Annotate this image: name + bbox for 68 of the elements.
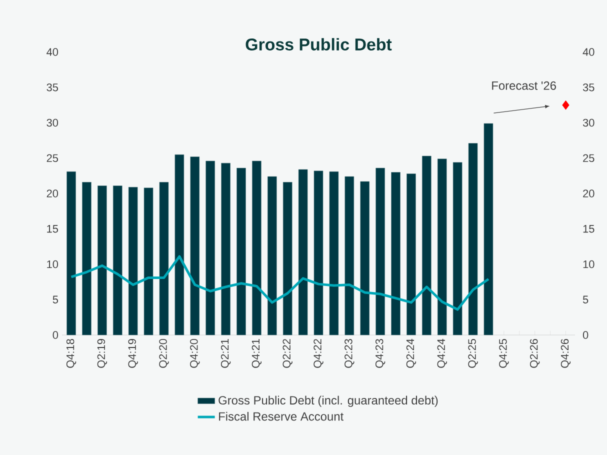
bar <box>159 182 169 336</box>
x-tick-label: Q2:20 <box>159 338 169 368</box>
y-tick-label: 30 <box>46 118 58 127</box>
x-tick-label: Q2:21 <box>220 339 231 368</box>
y-tick-label: 10 <box>47 260 58 268</box>
bar <box>360 181 370 336</box>
annotation: Forecast '26 <box>492 81 556 90</box>
x-tick-label: Q2:26 <box>530 339 540 368</box>
bar <box>437 158 447 336</box>
y-tick-label: 35 <box>46 84 58 92</box>
bar <box>282 182 292 336</box>
x-tick-label: Q4:23 <box>375 339 386 368</box>
bar <box>144 188 154 336</box>
bar <box>468 143 478 336</box>
bar <box>268 176 277 336</box>
bar <box>221 162 230 336</box>
bar <box>66 171 76 336</box>
y-tick-label: 5 <box>52 296 58 304</box>
y2-tick-label: 15 <box>583 225 594 233</box>
bar <box>376 168 385 336</box>
x-tick-label: Q2:25 <box>468 338 478 368</box>
bar <box>391 172 400 336</box>
bar <box>128 186 138 336</box>
x-tick-label: Q2:19 <box>97 339 108 368</box>
bar <box>252 160 262 336</box>
bar <box>206 160 215 336</box>
x-tick-label: Q4:20 <box>190 338 200 368</box>
x-tick-label: Q4:25 <box>499 338 509 368</box>
bar <box>236 168 246 336</box>
x-tick-label: Q4:21 <box>252 339 262 368</box>
bar <box>452 162 462 336</box>
legend-label: Fiscal Reserve Account <box>219 412 344 421</box>
bar <box>174 154 184 336</box>
x-tick-label: Q4:26 <box>560 339 571 368</box>
x-tick-label: Q4:24 <box>437 338 447 368</box>
y2-tick-label: 35 <box>582 84 594 92</box>
x-tick-label: Q4:19 <box>128 339 138 368</box>
bar <box>112 186 122 336</box>
y2-tick-label: 30 <box>582 118 594 127</box>
y-tick-label: 20 <box>46 190 58 198</box>
bar <box>82 182 92 336</box>
bar <box>344 176 354 336</box>
x-tick-label: Q2:24 <box>406 338 416 368</box>
legend-label: Gross Public Debt (incl. guaranteed debt) <box>218 396 438 407</box>
x-tick-label: Q2:22 <box>282 339 292 368</box>
y2-tick-label: 40 <box>582 48 594 56</box>
bar <box>298 169 308 336</box>
line-series <box>70 255 490 311</box>
bar <box>98 186 107 336</box>
bar <box>314 170 324 336</box>
y-tick-label: 25 <box>46 154 58 162</box>
y2-tick-label: 25 <box>583 154 594 162</box>
x-tick-label: Q2:23 <box>344 339 354 368</box>
bar <box>484 123 494 336</box>
x-tick-label: Q4:18 <box>66 339 76 368</box>
y2-tick-label: 0 <box>582 331 588 339</box>
y2-tick-label: 10 <box>583 260 594 268</box>
y2-tick-label: 5 <box>582 296 588 304</box>
bar <box>190 156 200 336</box>
y-tick-label: 40 <box>46 48 58 56</box>
chart-title: Gross Public Debt <box>246 38 392 51</box>
y-tick-label: 15 <box>47 225 58 233</box>
bar <box>406 174 416 336</box>
bar <box>422 156 432 336</box>
y-tick-label: 0 <box>52 331 58 339</box>
bar <box>329 171 339 336</box>
y2-tick-label: 20 <box>583 190 594 198</box>
x-tick-label: Q4:22 <box>314 339 324 368</box>
